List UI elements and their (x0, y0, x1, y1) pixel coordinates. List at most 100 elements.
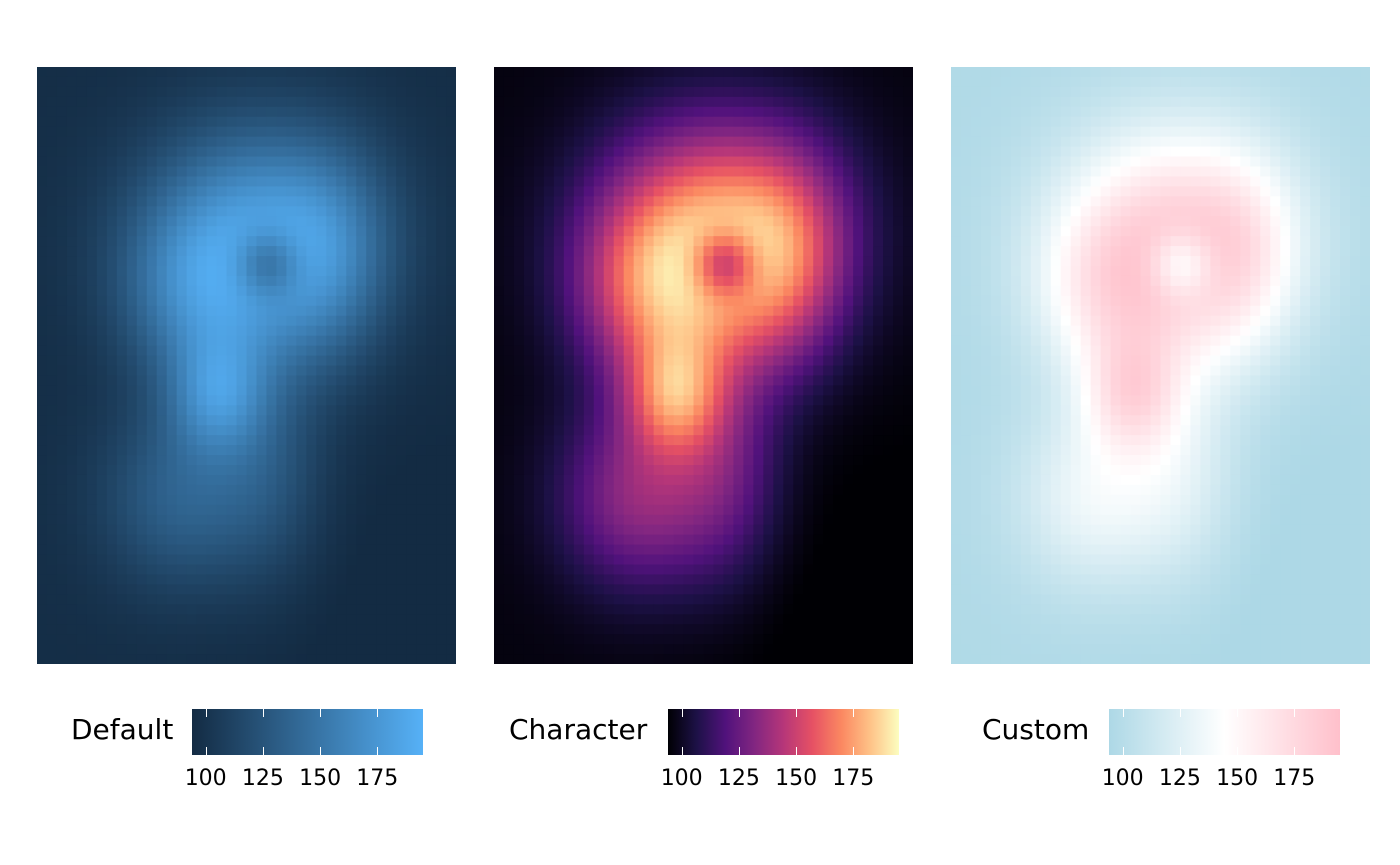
heatmap-cell (116, 405, 128, 416)
heatmap-cell (833, 206, 844, 217)
heatmap-cell (713, 196, 725, 207)
heatmap-cell (883, 604, 894, 615)
heatmap-cell (803, 136, 814, 148)
heatmap-cell (653, 405, 665, 416)
heatmap-cell (833, 465, 844, 476)
heatmap-cell (76, 634, 88, 645)
heatmap-cell (306, 455, 317, 466)
heatmap-cell (146, 186, 158, 197)
heatmap-cell (583, 554, 595, 566)
heatmap-cell (593, 534, 605, 546)
heatmap-cell (893, 285, 904, 297)
heatmap-cell (106, 226, 118, 237)
heatmap-cell (563, 405, 575, 416)
heatmap-cell (683, 146, 695, 158)
heatmap-cell (76, 365, 88, 377)
heatmap-cell (196, 67, 208, 78)
heatmap-cell (623, 514, 635, 526)
heatmap-cell (623, 445, 635, 456)
heatmap-cell (246, 554, 258, 566)
heatmap-cell (386, 474, 397, 486)
heatmap-cell (803, 216, 814, 227)
heatmap-cell (763, 325, 774, 337)
heatmap-cell (286, 116, 297, 128)
heatmap-cell (316, 226, 327, 237)
heatmap-cell (603, 614, 615, 625)
heatmap-cell (116, 624, 128, 635)
heatmap-cell (286, 275, 297, 287)
heatmap-cell (306, 226, 317, 237)
heatmap-cell (206, 494, 218, 506)
heatmap-cell (583, 76, 595, 88)
heatmap-cell (296, 226, 307, 237)
heatmap-cell (416, 365, 427, 377)
heatmap-cell (316, 385, 327, 396)
heatmap-cell (553, 206, 565, 217)
heatmap-cell (763, 275, 774, 287)
heatmap-cell (893, 146, 904, 158)
heatmap-cell (633, 156, 645, 168)
heatmap-cell (86, 524, 98, 536)
heatmap-cell (436, 256, 447, 267)
heatmap-cell (893, 315, 904, 327)
heatmap-cell (813, 504, 824, 516)
heatmap-cell (176, 156, 188, 168)
heatmap-cell (793, 355, 804, 367)
heatmap-cell (573, 405, 585, 416)
heatmap-cell (156, 266, 168, 277)
heatmap-cell (46, 544, 58, 556)
heatmap-cell (494, 524, 505, 536)
heatmap-cell (166, 504, 178, 516)
heatmap-cell (76, 385, 88, 396)
heatmap-cell (196, 365, 208, 377)
heatmap-cell (246, 584, 258, 595)
heatmap-cell (643, 315, 655, 327)
heatmap-cell (833, 355, 844, 367)
heatmap-cell (226, 236, 238, 247)
heatmap-cell (513, 445, 525, 456)
heatmap-cell (713, 315, 725, 327)
heatmap-cell (853, 405, 864, 416)
heatmap-cell (196, 176, 208, 187)
heatmap-cell (563, 614, 575, 625)
heatmap-cell (356, 295, 367, 307)
heatmap-cell (743, 256, 754, 267)
heatmap-cell (56, 445, 68, 456)
heatmap-cell (37, 395, 48, 406)
heatmap-cell (843, 176, 854, 187)
heatmap-cell (633, 76, 645, 88)
heatmap-cell (693, 385, 705, 396)
heatmap-cell (196, 634, 208, 645)
heatmap-cell (146, 176, 158, 187)
heatmap-cell (893, 206, 904, 217)
heatmap-cell (446, 365, 456, 377)
heatmap-cell (386, 504, 397, 516)
heatmap-cell (196, 126, 208, 138)
heatmap-cell (673, 494, 685, 506)
heatmap-cell (703, 355, 715, 367)
heatmap-cell (733, 126, 745, 138)
heatmap-cell (56, 216, 68, 227)
heatmap-cell (813, 246, 824, 257)
heatmap-cell (543, 86, 555, 98)
heatmap-cell (416, 644, 427, 655)
heatmap-cell (446, 614, 456, 625)
heatmap-cell (823, 275, 834, 287)
heatmap-cell (823, 614, 834, 625)
heatmap-cell (76, 315, 88, 327)
heatmap-cell (783, 365, 794, 377)
heatmap-cell (96, 335, 108, 347)
heatmap-cell (266, 415, 278, 426)
heatmap-cell (276, 285, 288, 297)
heatmap-cell (106, 375, 118, 386)
heatmap-cell (46, 445, 58, 456)
heatmap-cell (553, 534, 565, 546)
heatmap-cell (673, 604, 685, 615)
heatmap-cell (763, 574, 774, 585)
heatmap-cell (633, 484, 645, 496)
heatmap-cell (683, 634, 695, 645)
heatmap-cell (426, 246, 437, 257)
heatmap-cell (96, 395, 108, 406)
heatmap-cell (136, 355, 148, 367)
heatmap-cell (386, 435, 397, 446)
